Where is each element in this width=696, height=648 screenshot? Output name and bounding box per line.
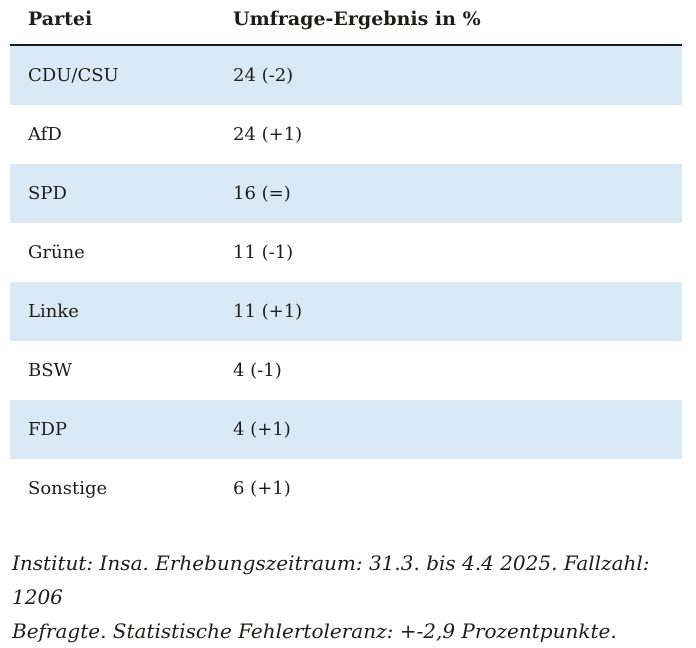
table-header-row: Partei Umfrage-Ergebnis in % (10, 0, 682, 46)
table-row: SPD 16 (=) (10, 164, 682, 223)
party-cell: AfD (28, 124, 62, 145)
party-cell: Grüne (28, 242, 85, 263)
table-row: Grüne 11 (-1) (10, 223, 682, 282)
result-cell: 24 (-2) (233, 65, 294, 86)
result-cell: 4 (-1) (233, 360, 282, 381)
table-row: CDU/CSU 24 (-2) (10, 46, 682, 105)
table-row: Linke 11 (+1) (10, 282, 682, 341)
result-cell: 4 (+1) (233, 419, 291, 440)
table-row: FDP 4 (+1) (10, 400, 682, 459)
party-cell: Sonstige (28, 478, 108, 499)
column-header-partei: Partei (28, 8, 93, 30)
source-note: Institut: Insa. Erhebungszeitraum: 31.3.… (12, 546, 686, 648)
party-cell: SPD (28, 183, 67, 204)
table-row: BSW 4 (-1) (10, 341, 682, 400)
table-row: AfD 24 (+1) (10, 105, 682, 164)
poll-results-table: Partei Umfrage-Ergebnis in % CDU/CSU 24 … (10, 0, 682, 518)
source-note-line-2: Befragte. Statistische Fehlertoleranz: +… (12, 619, 617, 643)
source-note-line-1: Institut: Insa. Erhebungszeitraum: 31.3.… (12, 551, 650, 609)
result-cell: 24 (+1) (233, 124, 303, 145)
party-cell: CDU/CSU (28, 65, 119, 86)
table-row: Sonstige 6 (+1) (10, 459, 682, 518)
result-cell: 16 (=) (233, 183, 291, 204)
party-cell: FDP (28, 419, 68, 440)
column-header-umfrage-ergebnis: Umfrage-Ergebnis in % (233, 8, 481, 30)
result-cell: 6 (+1) (233, 478, 291, 499)
party-cell: Linke (28, 301, 79, 322)
result-cell: 11 (+1) (233, 301, 303, 322)
result-cell: 11 (-1) (233, 242, 294, 263)
party-cell: BSW (28, 360, 73, 381)
